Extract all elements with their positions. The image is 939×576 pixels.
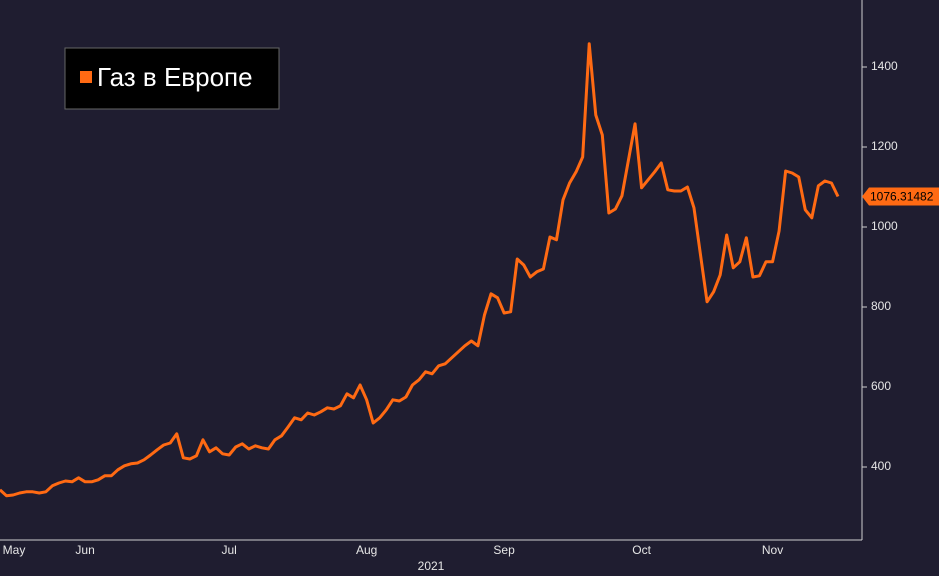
legend-swatch bbox=[80, 71, 92, 83]
y-tick-label: 800 bbox=[871, 299, 891, 313]
line-series bbox=[0, 42, 840, 498]
legend-label: Газ в Европе bbox=[97, 62, 253, 92]
y-tick-label: 1200 bbox=[871, 139, 898, 153]
last-value-tag bbox=[862, 187, 939, 206]
y-tick-label: 400 bbox=[871, 459, 891, 473]
legend: Газ в Европе bbox=[64, 47, 280, 110]
y-tick-label: 600 bbox=[871, 379, 891, 393]
last-value-label: 1076.31482 bbox=[870, 190, 934, 204]
legend-box bbox=[64, 47, 280, 110]
x-tick-label: Jun bbox=[75, 543, 94, 557]
x-tick-label: Nov bbox=[762, 543, 783, 557]
x-tick-label: Sep bbox=[493, 543, 515, 557]
x-tick-label: May bbox=[3, 543, 26, 557]
x-axis-label: 2021 bbox=[418, 559, 445, 573]
x-tick-label: Jul bbox=[221, 543, 236, 557]
y-tick-label: 1000 bbox=[871, 219, 898, 233]
x-tick-label: Aug bbox=[356, 543, 377, 557]
x-tick-label: Oct bbox=[632, 543, 651, 557]
y-tick-label: 1400 bbox=[871, 59, 898, 73]
